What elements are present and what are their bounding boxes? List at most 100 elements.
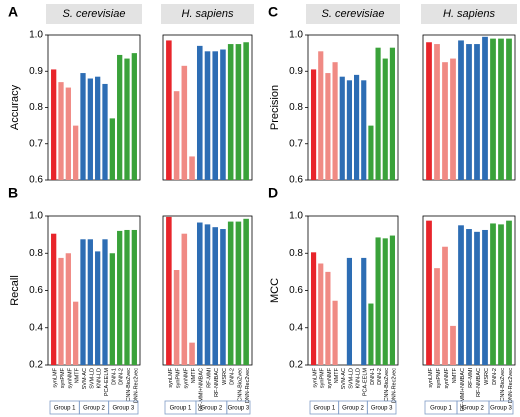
x-tick-label: synLMF <box>53 367 59 387</box>
x-tick-label: DNN-2 <box>377 368 383 385</box>
x-tick-label: synNMF <box>327 367 333 388</box>
bar <box>73 125 79 180</box>
bar <box>80 73 86 180</box>
bar <box>204 51 211 180</box>
bar <box>474 231 480 365</box>
bar <box>361 80 367 180</box>
x-tick-label: PCA-EELM <box>104 368 110 397</box>
x-tick-label: DNN-Rec2vec <box>133 368 139 403</box>
panel-label: B <box>8 185 18 201</box>
y-tick-label: 1.0 <box>289 30 303 41</box>
y-tick-label: 0.8 <box>289 102 303 113</box>
x-tick-label: SVM-AC <box>82 368 88 389</box>
subplot-title: S. cerevisiae <box>322 8 385 20</box>
bar <box>332 300 338 365</box>
group-label: Group 2 <box>462 406 484 412</box>
y-tick-label: 0.6 <box>289 175 303 186</box>
bar <box>80 239 86 365</box>
bar <box>166 216 172 365</box>
bar <box>87 78 93 180</box>
bar <box>212 227 219 365</box>
bar <box>109 253 115 365</box>
bar <box>235 44 242 180</box>
title-background <box>46 4 142 24</box>
bar <box>325 73 331 180</box>
group-label: Group 2 <box>83 406 105 412</box>
bar <box>361 257 367 365</box>
x-tick-label: RF-MMI <box>468 368 474 388</box>
bar <box>95 251 101 365</box>
bar <box>434 44 440 180</box>
y-tick-label: 0.8 <box>289 248 303 259</box>
x-tick-label: NMTF <box>452 367 458 383</box>
x-tick-label: CNN-BioZvec <box>126 368 132 402</box>
bar <box>375 47 381 180</box>
bar <box>227 221 234 365</box>
bar <box>474 44 480 180</box>
x-tick-label: RF-MMI+NMBAC <box>199 368 205 411</box>
x-tick-label: WSRC <box>222 368 228 385</box>
x-tick-label: synLMF <box>168 367 174 387</box>
bar <box>131 229 137 365</box>
y-axis-label: Precision <box>269 85 281 130</box>
y-tick-label: 0.4 <box>29 322 43 333</box>
bar <box>382 238 388 365</box>
bar <box>458 40 464 180</box>
bar <box>117 230 123 365</box>
group-label: Group 1 <box>170 406 192 412</box>
y-axis-label: Accuracy <box>9 84 21 130</box>
bar <box>482 229 488 365</box>
y-tick-label: 0.4 <box>289 322 303 333</box>
x-tick-label: KNN-LD <box>356 368 362 389</box>
bar <box>124 58 130 180</box>
bar <box>173 91 180 180</box>
bar <box>166 40 172 180</box>
x-tick-label: synNMF <box>67 367 73 388</box>
y-tick-label: 0.8 <box>29 102 43 113</box>
bar <box>450 325 456 365</box>
bar <box>58 82 64 180</box>
bar <box>243 42 249 180</box>
y-tick-label: 0.2 <box>29 360 43 371</box>
y-tick-label: 0.7 <box>29 138 43 149</box>
x-tick-label: synNMF <box>444 367 450 388</box>
x-tick-label: DNN-2 <box>230 368 236 385</box>
y-tick-label: 0.2 <box>289 360 303 371</box>
x-tick-label: DNN-1 <box>111 368 117 385</box>
bar <box>65 87 71 180</box>
group-label: Group 3 <box>228 406 250 412</box>
bar <box>196 222 203 365</box>
bar <box>51 233 57 365</box>
x-tick-label: SVM-LD <box>89 368 95 389</box>
bar <box>204 224 211 365</box>
bar <box>482 36 488 180</box>
group-label: Group 3 <box>112 406 134 412</box>
x-tick-label: NMTF <box>75 367 81 383</box>
x-tick-label: NMTF <box>191 367 197 383</box>
bar <box>227 44 234 180</box>
y-axis-label: MCC <box>269 278 281 303</box>
bar <box>506 220 512 365</box>
y-tick-label: 0.6 <box>29 285 43 296</box>
bar <box>181 65 188 180</box>
bar <box>95 76 101 180</box>
bar <box>466 44 472 180</box>
x-tick-label: DNN-Rec2vec <box>391 368 397 403</box>
bar <box>346 257 352 365</box>
x-tick-label: synLMF <box>428 367 434 387</box>
x-tick-label: CNN-BioZvec <box>237 368 243 402</box>
bar <box>354 74 360 180</box>
group-label: Group 3 <box>490 406 512 412</box>
bar <box>368 125 374 180</box>
x-tick-label: CNN-BioZvec <box>384 368 390 402</box>
bar <box>458 225 464 365</box>
bar <box>181 233 188 365</box>
bar <box>442 62 448 180</box>
bar <box>498 38 504 180</box>
x-tick-label: RF-MMI+NMBAC <box>460 368 466 411</box>
x-tick-label: DNN-2 <box>492 368 498 385</box>
x-tick-label: synPMF <box>436 367 442 388</box>
y-tick-label: 1.0 <box>29 211 43 222</box>
x-tick-label: RF-NMBAC <box>476 368 482 397</box>
panel-label: D <box>268 185 278 201</box>
